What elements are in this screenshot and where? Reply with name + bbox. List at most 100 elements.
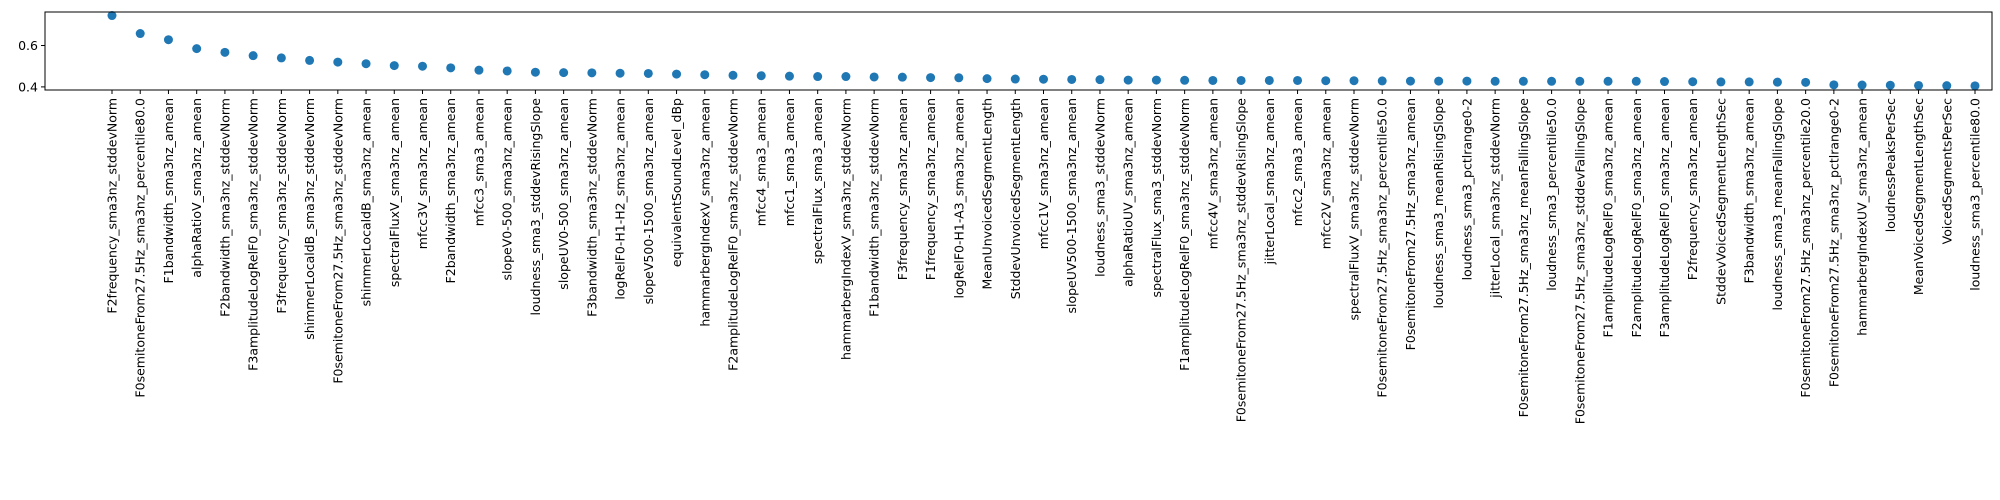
y-axis-ticks: 0.4 0.6 <box>18 38 45 94</box>
data-point <box>446 63 456 73</box>
x-tick-label: F3bandwidth_sma3nz_amean <box>1742 98 1757 283</box>
x-tick-label: F0semitoneFrom27.5Hz_sma3nz_percentile50… <box>1375 98 1390 398</box>
data-point <box>897 72 907 82</box>
data-point <box>1857 80 1867 90</box>
x-tick-label: spectralFluxV_sma3nz_amean <box>387 98 402 287</box>
x-tick-label: F0semitoneFrom27.5Hz_sma3nz_amean <box>1403 98 1418 350</box>
x-tick-label: hammarbergIndexUV_sma3nz_amean <box>1855 98 1870 336</box>
x-tick-label: F2frequency_sma3nz_stddevNorm <box>105 98 120 314</box>
x-tick-label: F0semitoneFrom27.5Hz_sma3nz_percentile20… <box>1798 98 1813 398</box>
data-point <box>1688 77 1698 87</box>
x-tick-label: alphaRatioUV_sma3nz_amean <box>1121 98 1136 287</box>
x-tick-label: F0semitoneFrom27.5Hz_sma3nz_stddevFallin… <box>1572 98 1587 425</box>
data-point <box>813 72 823 82</box>
data-point <box>1575 76 1585 86</box>
data-point <box>1377 76 1387 86</box>
y-tick-label: 0.4 <box>18 79 38 94</box>
data-point <box>1490 76 1500 86</box>
x-tick-label: spectralFlux_sma3_stddevNorm <box>1149 98 1164 297</box>
data-point <box>1123 75 1133 85</box>
x-tick-label: MeanVoicedSegmentLengthSec <box>1911 98 1926 295</box>
x-tick-label: loudness_sma3_pctlrange0-2 <box>1459 98 1474 280</box>
data-point <box>869 72 879 82</box>
data-point <box>1970 81 1980 91</box>
x-tick-label: F2amplitudeLogRelF0_sma3nz_stddevNorm <box>726 98 741 371</box>
x-tick-label: logRelF0-H1-H2_sma3nz_amean <box>613 98 628 300</box>
x-tick-label: shimmerLocaldB_sma3nz_amean <box>359 98 374 306</box>
data-point <box>1236 75 1246 85</box>
y-tick-label: 0.6 <box>18 38 38 53</box>
data-point <box>333 57 343 67</box>
x-tick-label: mfcc1V_sma3nz_amean <box>1036 98 1051 249</box>
data-point <box>474 65 484 75</box>
x-tick-label: F2bandwidth_sma3nz_stddevNorm <box>217 98 232 317</box>
x-tick-label: F2amplitudeLogRelF0_sma3nz_amean <box>1629 98 1644 337</box>
data-point <box>1010 74 1020 84</box>
data-point <box>1151 75 1161 85</box>
x-tick-label: F0semitoneFrom27.5Hz_sma3nz_stddevNorm <box>330 98 345 384</box>
data-point <box>1660 77 1669 87</box>
data-point <box>1095 75 1105 85</box>
data-point <box>1829 80 1839 90</box>
x-tick-label: slopeV500-1500_sma3nz_amean <box>641 98 656 304</box>
x-tick-label: F3bandwidth_sma3nz_stddevNorm <box>584 98 599 317</box>
data-point <box>1603 76 1613 86</box>
data-point <box>1293 75 1303 85</box>
x-tick-label: StddevVoicedSegmentLengthSec <box>1713 98 1728 305</box>
data-point <box>954 73 964 83</box>
x-tick-label: spectralFluxV_sma3nz_stddevNorm <box>1347 98 1362 320</box>
x-tick-label: loudness_sma3_percentile80.0 <box>1968 98 1983 291</box>
data-point <box>1518 76 1528 86</box>
x-tick-label: F1amplitudeLogRelF0_sma3nz_stddevNorm <box>1177 98 1192 371</box>
x-tick-label: StddevUnvoicedSegmentLength <box>1008 98 1023 299</box>
data-point <box>784 71 794 81</box>
x-tick-label: F0semitoneFrom27.5Hz_sma3nz_percentile80… <box>133 98 148 398</box>
x-tick-label: slopeV0-500_sma3nz_amean <box>500 98 515 281</box>
x-tick-label: hammarbergIndexV_sma3nz_stddevNorm <box>838 98 853 360</box>
data-point <box>926 73 936 83</box>
data-point <box>248 51 258 61</box>
data-point <box>530 67 540 77</box>
x-tick-label: F0semitoneFrom27.5Hz_sma3nz_meanFallingS… <box>1516 98 1531 418</box>
data-point <box>1772 77 1782 87</box>
x-tick-label: alphaRatioV_sma3nz_amean <box>189 98 204 278</box>
x-tick-label: F1amplitudeLogRelF0_sma3nz_amean <box>1601 98 1616 337</box>
x-tick-label: loudness_sma3_stddevRisingSlope <box>528 98 543 316</box>
x-tick-label: jitterLocal_sma3nz_stddevNorm <box>1488 98 1503 299</box>
data-point <box>1801 77 1811 87</box>
data-point <box>502 66 512 76</box>
data-point <box>728 70 738 80</box>
x-tick-label: F2bandwidth_sma3nz_amean <box>443 98 458 283</box>
data-points <box>107 11 1980 91</box>
data-point <box>135 29 145 39</box>
data-point <box>1039 74 1048 84</box>
x-tick-label: F1bandwidth_sma3nz_stddevNorm <box>867 98 882 317</box>
x-tick-label: shimmerLocaldB_sma3nz_stddevNorm <box>302 98 317 340</box>
data-point <box>1405 76 1415 86</box>
data-point <box>1885 80 1895 90</box>
x-tick-label: F1bandwidth_sma3nz_amean <box>161 98 176 283</box>
data-point <box>276 53 286 63</box>
x-tick-label: F0semitoneFrom27.5Hz_sma3nz_pctlrange0-2 <box>1826 98 1841 387</box>
data-point <box>1349 76 1359 86</box>
data-point <box>756 71 766 81</box>
data-point <box>1716 77 1726 87</box>
data-point <box>587 68 597 78</box>
x-tick-label: F3frequency_sma3nz_amean <box>895 98 910 280</box>
x-tick-label: loudness_sma3_meanRisingSlope <box>1431 98 1446 309</box>
data-point <box>615 68 625 78</box>
x-tick-label: F0semitoneFrom27.5Hz_sma3nz_stddevRising… <box>1234 98 1249 423</box>
data-point <box>305 55 315 65</box>
data-point <box>1942 81 1952 91</box>
x-tick-label: MeanUnvoicedSegmentLength <box>980 98 995 290</box>
data-point <box>418 61 427 71</box>
x-tick-label: loudness_sma3_meanFallingSlope <box>1770 98 1785 311</box>
x-tick-label: F3amplitudeLogRelF0_sma3nz_amean <box>1657 98 1672 337</box>
data-point <box>841 72 851 82</box>
x-tick-label: slopeUV0-500_sma3nz_amean <box>556 98 571 290</box>
x-tick-label: mfcc4V_sma3nz_amean <box>1205 98 1220 249</box>
data-point <box>1744 77 1754 87</box>
x-tick-label: mfcc3_sma3_amean <box>471 98 486 226</box>
data-point <box>361 59 371 69</box>
